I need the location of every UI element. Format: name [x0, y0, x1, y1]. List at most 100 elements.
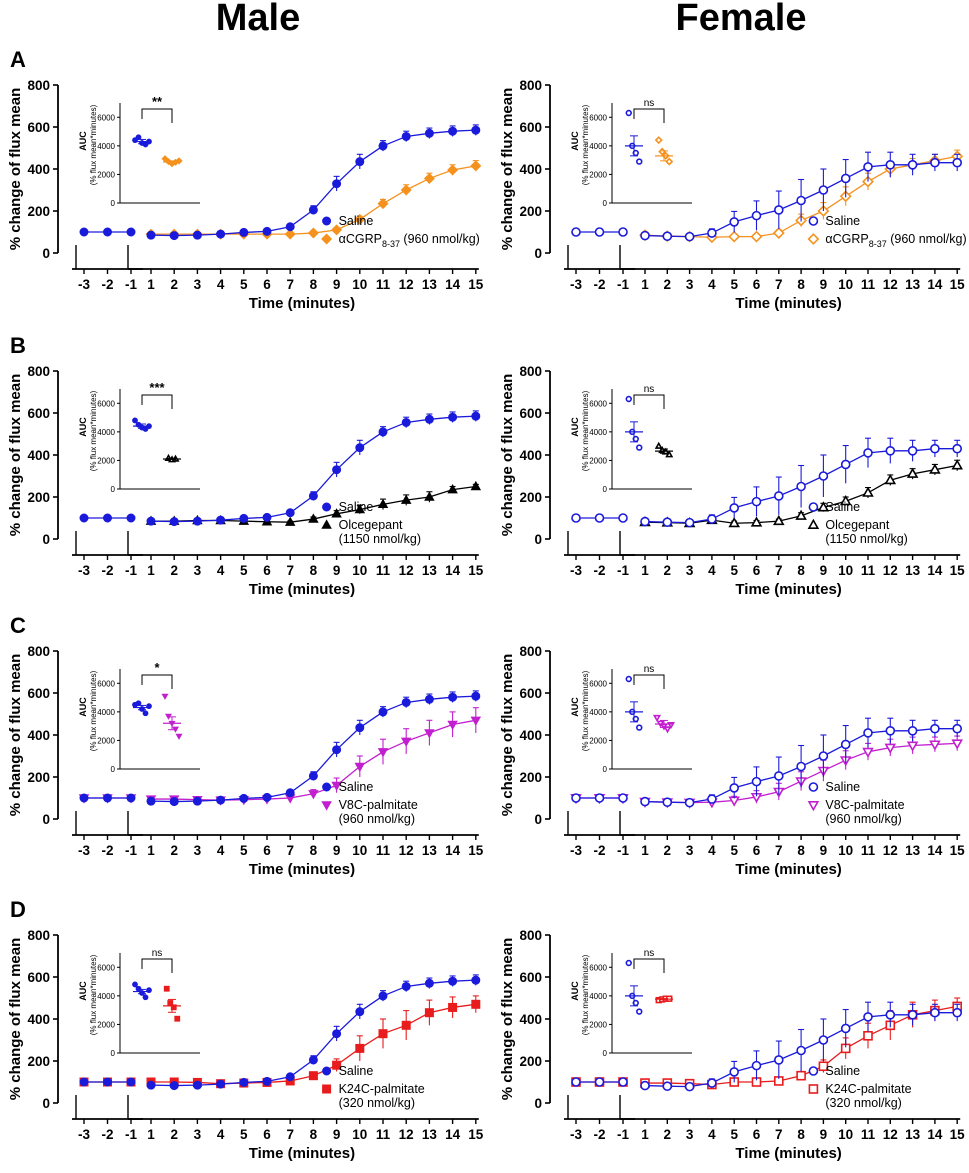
data-point [127, 228, 135, 236]
data-point [286, 1073, 294, 1081]
data-point [127, 1078, 135, 1086]
data-point [309, 206, 317, 214]
y-tick-label: 200 [27, 770, 50, 785]
data-point [355, 763, 364, 771]
data-point [379, 1030, 387, 1038]
data-point [797, 1072, 805, 1080]
data-point [931, 465, 940, 473]
legend-marker [322, 520, 331, 528]
data-point [193, 797, 201, 805]
y-axis-label: % change of flux mean [7, 374, 24, 537]
x-tick-label: 12 [883, 277, 898, 292]
x-tick-label: -3 [78, 563, 90, 578]
inset-y-label: AUC [78, 697, 88, 717]
series-line [151, 980, 476, 1085]
chart-panel-B-female: 0200400600800% change of flux mean-3 -2 -1… [499, 364, 965, 598]
data-point [309, 1072, 317, 1080]
y-axis-label: % change of flux mean [7, 88, 24, 251]
y-tick-label: 200 [27, 204, 50, 219]
inset-y-tick-label: 6000 [589, 963, 607, 972]
inset-y-tick-label: 4000 [97, 142, 115, 151]
x-tick-label: 4 [217, 1127, 225, 1142]
data-point [797, 1047, 805, 1055]
inset-y-tick-label: 0 [603, 765, 608, 774]
legend-label: Saline [339, 780, 374, 794]
chart-panel-C-female: 0200400600800% change of flux mean-3 -2 -1… [499, 644, 965, 878]
x-axis-label: Time (minutes) [735, 861, 841, 878]
data-point [619, 794, 627, 802]
y-tick-label: 400 [519, 162, 542, 177]
x-tick-label: 10 [838, 1127, 853, 1142]
data-point [379, 708, 387, 716]
x-tick-label: 14 [445, 277, 461, 292]
data-point [356, 1008, 364, 1016]
x-tick-label: 6 [753, 563, 761, 578]
inset-y-label-units: (% flux mean*minutes) [89, 104, 98, 185]
x-tick-label: 4 [708, 1127, 716, 1142]
x-tick-label: -2 [101, 843, 113, 858]
data-point [953, 461, 962, 469]
inset-auc: 0200040006000AUC (% flux mean*minutes)ns [570, 664, 692, 774]
x-tick-label: 10 [352, 1127, 367, 1142]
legend-label: V8C-palmitate [825, 798, 904, 812]
data-point [729, 232, 739, 242]
sig-bracket [634, 959, 664, 973]
data-point [147, 797, 155, 805]
data-point [425, 129, 433, 137]
x-tick-label: -2 [593, 843, 605, 858]
series-v8c-palmitate [572, 736, 962, 807]
data-point [147, 517, 155, 525]
x-tick-label: -1 [617, 563, 629, 578]
inset-y-tick-label: 2000 [97, 170, 115, 179]
x-tick-label: 9 [820, 1127, 828, 1142]
x-tick-label: 12 [399, 277, 414, 292]
inset-point [164, 986, 169, 991]
x-tick-label: 7 [286, 563, 294, 578]
inset-y-tick-label: 2000 [589, 736, 607, 745]
legend-marker [809, 1085, 817, 1093]
data-point [104, 1078, 112, 1086]
x-tick-label: 9 [333, 843, 341, 858]
x-tick-label: 7 [286, 843, 294, 858]
legend-label: Olcegepant [339, 518, 403, 532]
sig-label: ns [644, 384, 655, 395]
series-k24c-palmitate [572, 998, 961, 1089]
data-point [596, 228, 604, 236]
data-point [471, 161, 481, 171]
data-point [263, 793, 271, 801]
x-tick-label: 7 [775, 277, 783, 292]
x-tick-label: 7 [286, 1127, 294, 1142]
x-tick-label: 10 [838, 277, 853, 292]
legend-label-line2: (1150 nmol/kg) [825, 532, 907, 546]
inset-point [626, 397, 631, 402]
data-point [864, 1013, 872, 1021]
inset-y-tick-label: 0 [111, 485, 116, 494]
data-point [80, 794, 88, 802]
legend-marker [323, 217, 331, 225]
data-point [663, 518, 671, 526]
inset-y-tick-label: 2000 [97, 736, 115, 745]
series-saline [572, 718, 961, 806]
x-axis-label: Time (minutes) [249, 1145, 355, 1162]
x-tick-label: 3 [686, 1127, 694, 1142]
x-tick-label: 1 [147, 843, 155, 858]
inset-y-tick-label: 6000 [589, 399, 607, 408]
x-tick-label: 4 [217, 277, 225, 292]
data-point [663, 798, 671, 806]
x-tick-label: 11 [376, 843, 391, 858]
x-tick-label: 5 [240, 563, 248, 578]
inset-y-tick-label: 0 [603, 1049, 608, 1058]
x-tick-label: 3 [194, 277, 202, 292]
x-tick-label: 6 [263, 563, 271, 578]
y-tick-label: 800 [27, 78, 50, 93]
x-tick-label: 14 [445, 843, 461, 858]
x-tick-label: 3 [686, 843, 694, 858]
data-point [472, 126, 480, 134]
legend-marker [809, 520, 818, 528]
x-tick-label: 14 [927, 1127, 943, 1142]
x-tick-label: -3 [570, 1127, 582, 1142]
x-axis-label: Time (minutes) [249, 295, 355, 312]
inset-y-label-units: (% flux mean*minutes) [581, 670, 590, 751]
series-v8c-palmitate [80, 708, 481, 805]
chart-panel-D-male: D 0 200 400 600 800% change of flux mean -3 -2-… [7, 897, 484, 1162]
